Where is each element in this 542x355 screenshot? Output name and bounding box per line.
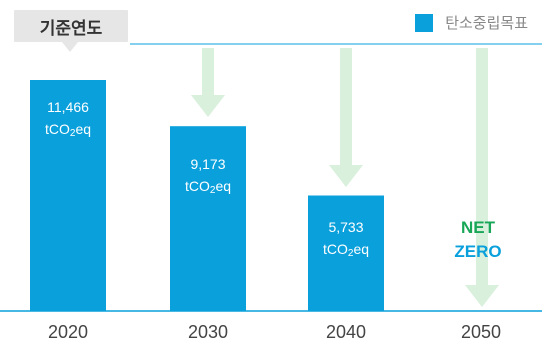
legend-label: 탄소중립목표 — [445, 15, 528, 32]
net-zero-label: NET ZERO — [438, 216, 518, 264]
bar-unit: tCO2eq — [184, 178, 232, 196]
bar-2020 — [30, 80, 106, 311]
bar-2040 — [308, 195, 384, 311]
legend-swatch — [415, 13, 434, 32]
arrow-2050 — [465, 48, 499, 307]
bars — [30, 80, 384, 311]
bar-2030 — [170, 126, 246, 311]
bar-label-2030: 9,173 tCO2eq — [170, 153, 246, 202]
bar-value: 11,466 — [47, 99, 89, 115]
bar-unit: tCO2eq — [44, 121, 92, 139]
bar-label-2020: 11,466 tCO2eq — [30, 96, 106, 145]
x-tick-2020: 2020 — [47, 322, 89, 342]
bar-label-2040: 5,733 tCO2eq — [308, 216, 384, 265]
bar-value: 9,173 — [190, 156, 226, 172]
arrow-2030 — [191, 48, 225, 117]
arrow-2040 — [329, 48, 363, 187]
badge-pointer — [62, 42, 78, 52]
x-tick-2030: 2030 — [187, 322, 229, 342]
x-tick-2040: 2040 — [325, 322, 367, 342]
bar-unit: tCO2eq — [322, 241, 370, 259]
base-year-badge: 기준연도 — [14, 10, 128, 42]
net-zero-line-1: NET — [461, 218, 495, 237]
base-year-label: 기준연도 — [39, 18, 103, 38]
legend: 탄소중립목표 — [415, 12, 528, 33]
net-zero-line-2: ZERO — [454, 242, 502, 261]
target-arrows — [191, 48, 499, 307]
bar-value: 5,733 — [328, 219, 364, 235]
x-tick-2050: 2050 — [460, 322, 502, 342]
